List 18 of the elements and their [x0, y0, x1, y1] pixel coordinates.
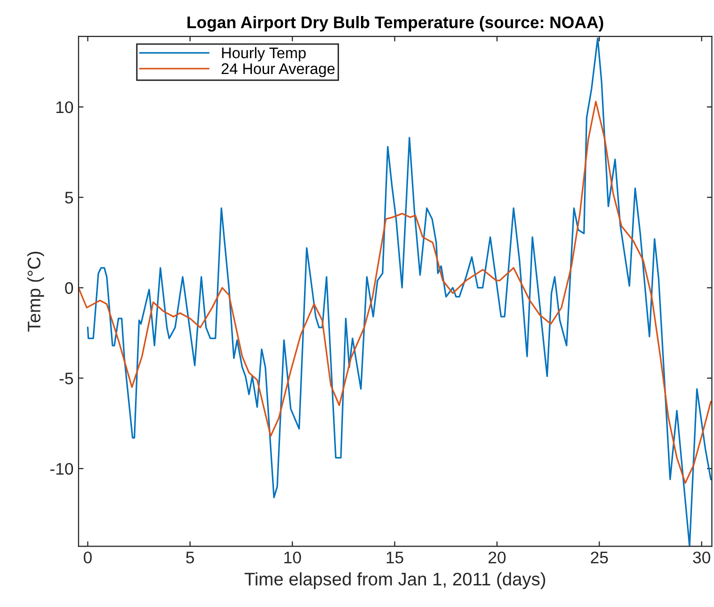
y-axis-title: Temp (°C): [27, 252, 44, 332]
x-tick-label: 30: [692, 552, 710, 564]
chart-title: Logan Airport Dry Bulb Temperature (source: NOAA): [188, 16, 604, 32]
legend-label: Hourly Temp: [222, 47, 306, 62]
x-tick-label: 0: [84, 552, 92, 564]
legend-label: 24 Hour Average: [222, 63, 335, 78]
x-tick-label: 20: [488, 552, 506, 564]
y-tick-label: 0: [65, 282, 74, 294]
x-tick-label: 5: [186, 552, 194, 564]
y-tick-label: -5: [60, 372, 73, 384]
x-tick-label: 25: [590, 552, 608, 564]
line-series: [78, 100, 712, 484]
x-tick-label: 10: [284, 552, 301, 564]
y-tick-label: 10: [56, 101, 74, 114]
x-axis-title: Time elapsed from Jan 1, 2011 (days): [244, 572, 546, 590]
y-tick-label: 5: [65, 192, 73, 204]
y-tick-label: -10: [50, 462, 74, 475]
x-tick-label: 15: [386, 552, 404, 564]
